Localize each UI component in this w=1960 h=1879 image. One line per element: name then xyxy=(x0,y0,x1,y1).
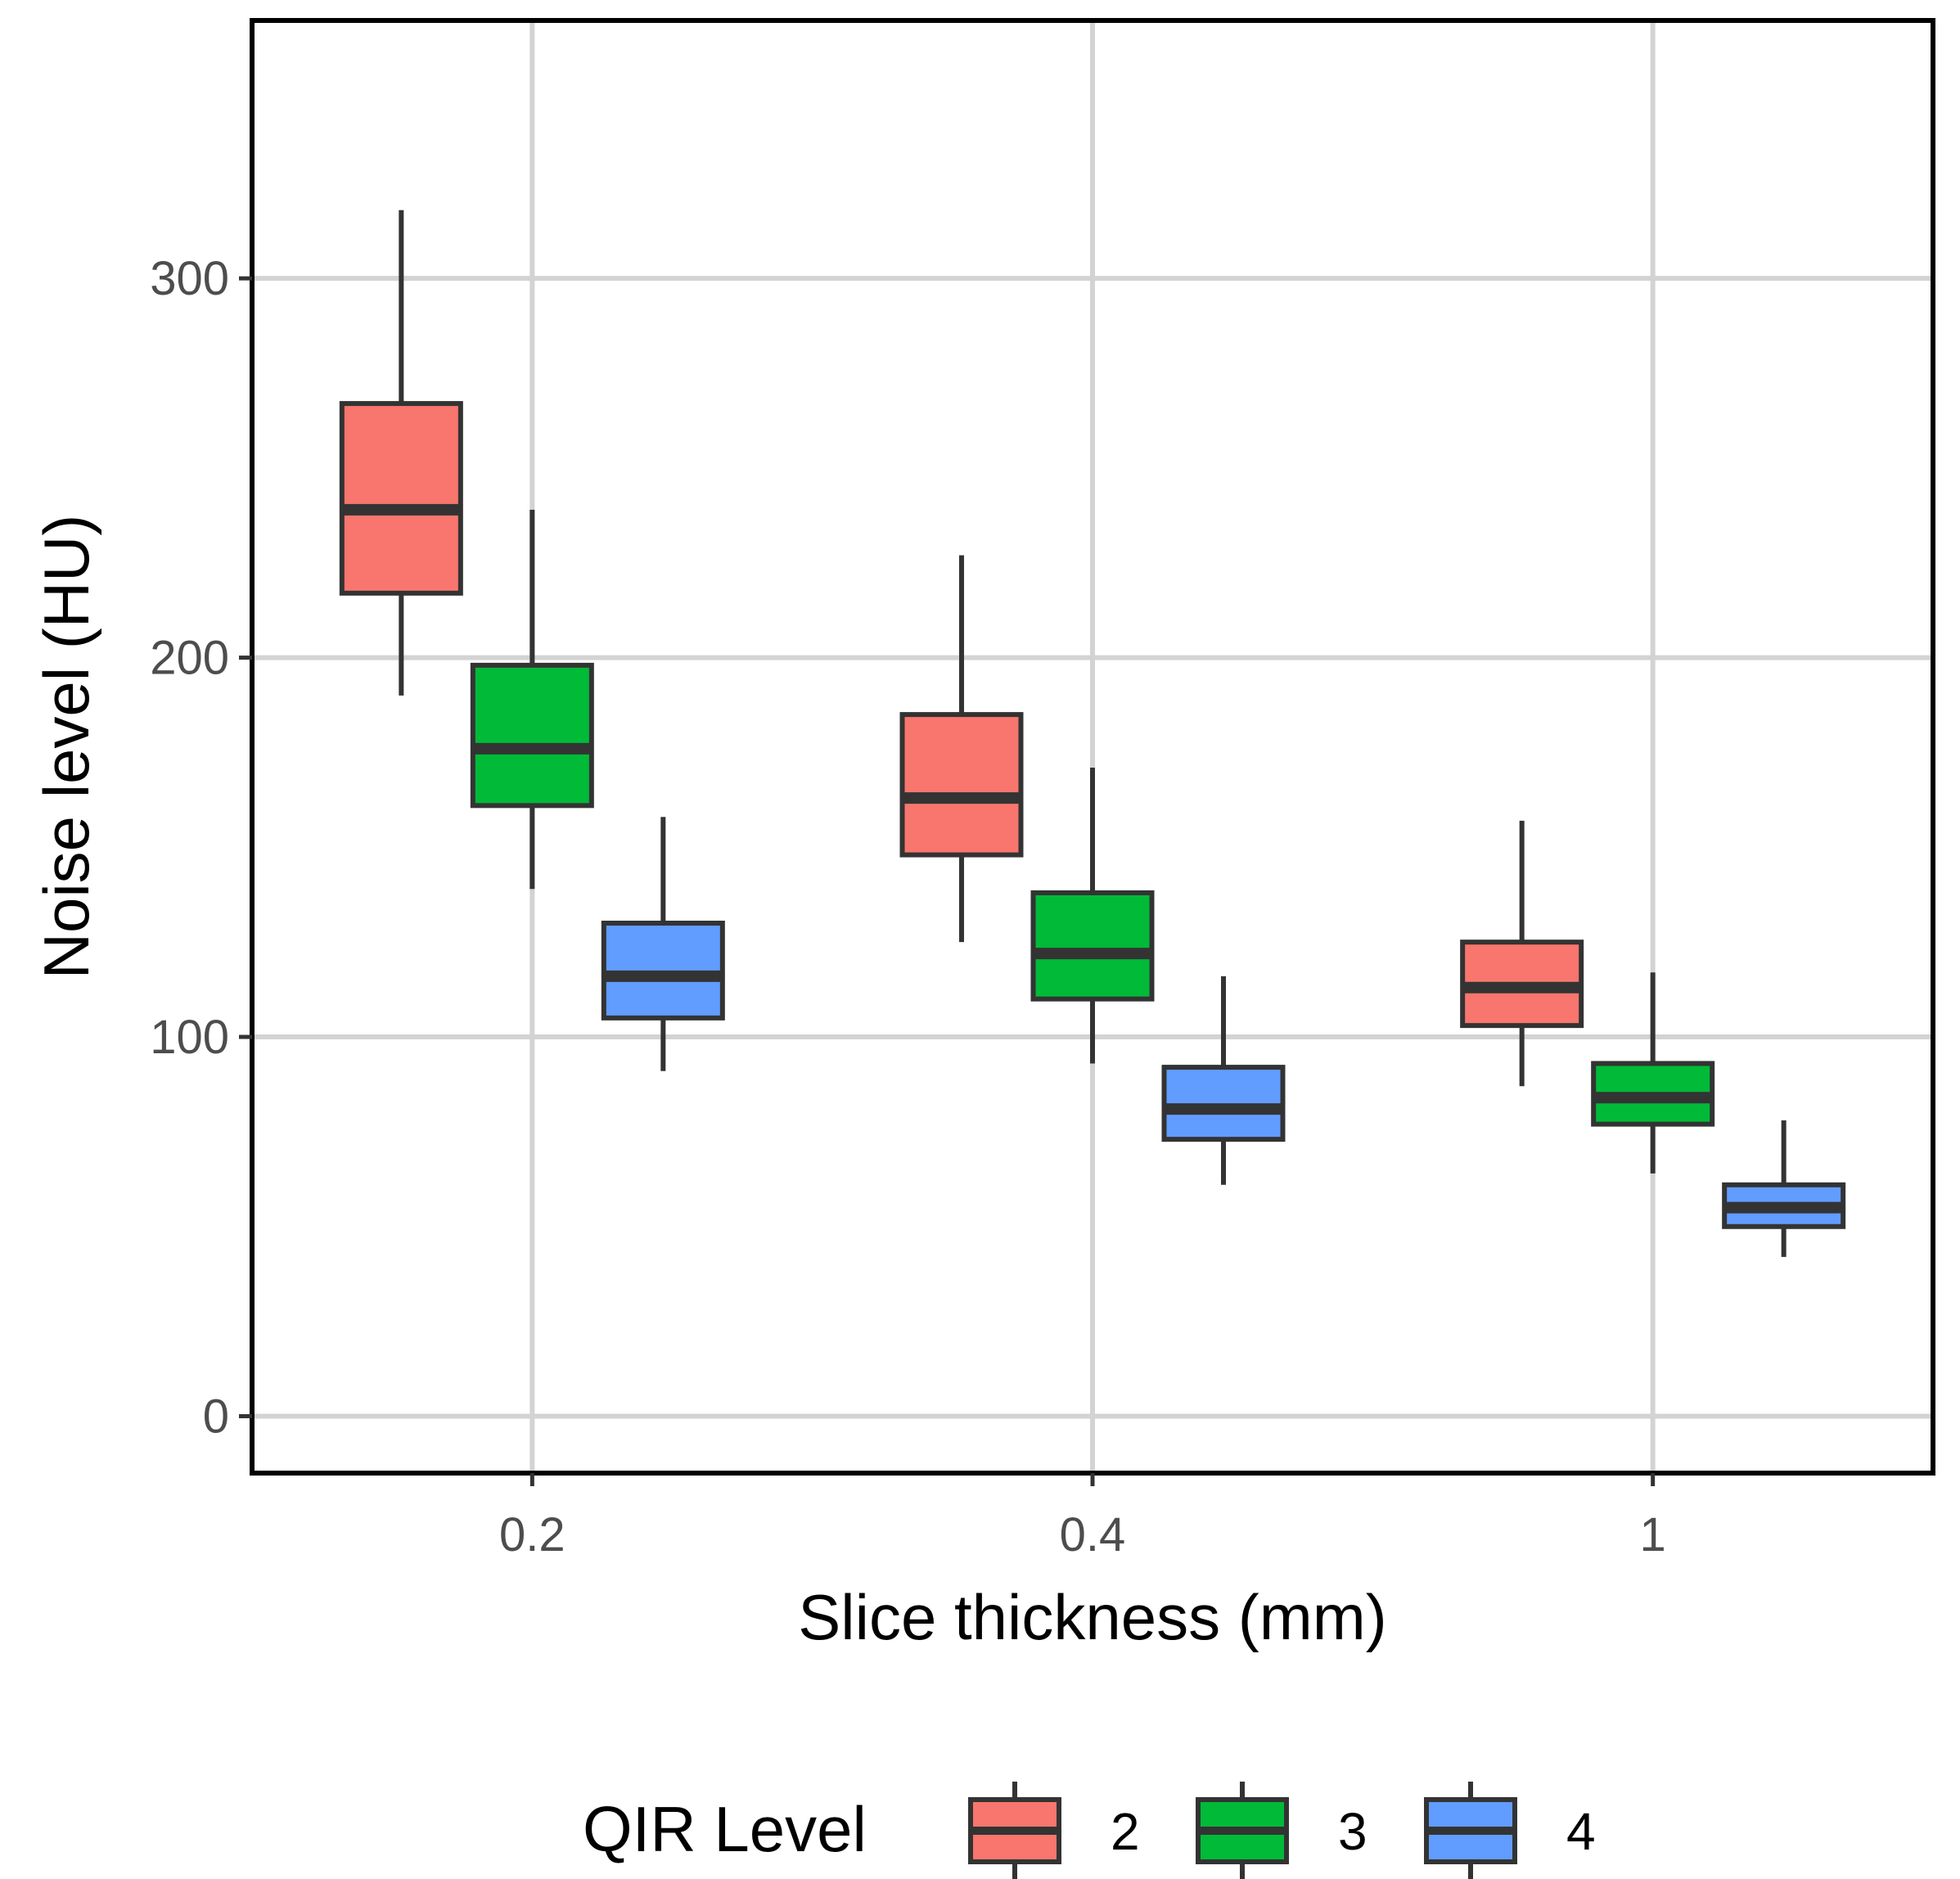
box-qir-4-0.4 xyxy=(1161,976,1286,1185)
y-tick-label: 300 xyxy=(150,252,229,305)
box-qir-3-1 xyxy=(1591,972,1715,1174)
box-qir-4-1 xyxy=(1722,1120,1846,1257)
y-tick-label: 0 xyxy=(203,1390,229,1443)
x-axis-title: Slice thickness (mm) xyxy=(798,1581,1386,1653)
legend-label: 3 xyxy=(1338,1802,1367,1861)
box-body xyxy=(470,662,594,809)
axes: 0 100 200 300 0.2 0.4 1 xyxy=(150,252,1666,1561)
box-qir-4-0.2 xyxy=(601,817,725,1071)
y-tick-label: 100 xyxy=(150,1011,229,1064)
box-body xyxy=(1030,890,1155,1002)
x-tick-label: 0.2 xyxy=(499,1508,565,1561)
y-axis-title: Noise level (HU) xyxy=(30,515,102,980)
legend-key-3: 3 xyxy=(1196,1782,1367,1879)
legend-key-4: 4 xyxy=(1424,1782,1596,1879)
plot-area xyxy=(339,210,1846,1257)
box-body xyxy=(899,712,1024,858)
box-qir-2-0.4 xyxy=(899,555,1024,943)
x-tick-label: 0.4 xyxy=(1060,1508,1126,1561)
legend-label: 2 xyxy=(1111,1802,1140,1861)
box-qir-3-0.2 xyxy=(470,509,594,890)
x-tick-label: 1 xyxy=(1640,1508,1666,1561)
legend-label: 4 xyxy=(1566,1802,1596,1861)
y-tick-label: 200 xyxy=(150,632,229,685)
box-body xyxy=(339,401,463,596)
legend: QIR Level 2 3 4 xyxy=(583,1782,1596,1879)
legend-key-2: 2 xyxy=(968,1782,1140,1879)
box-qir-3-0.4 xyxy=(1030,767,1155,1064)
box-qir-2-0.2 xyxy=(339,210,463,696)
box-qir-2-1 xyxy=(1460,820,1584,1087)
legend-title: QIR Level xyxy=(583,1793,867,1865)
